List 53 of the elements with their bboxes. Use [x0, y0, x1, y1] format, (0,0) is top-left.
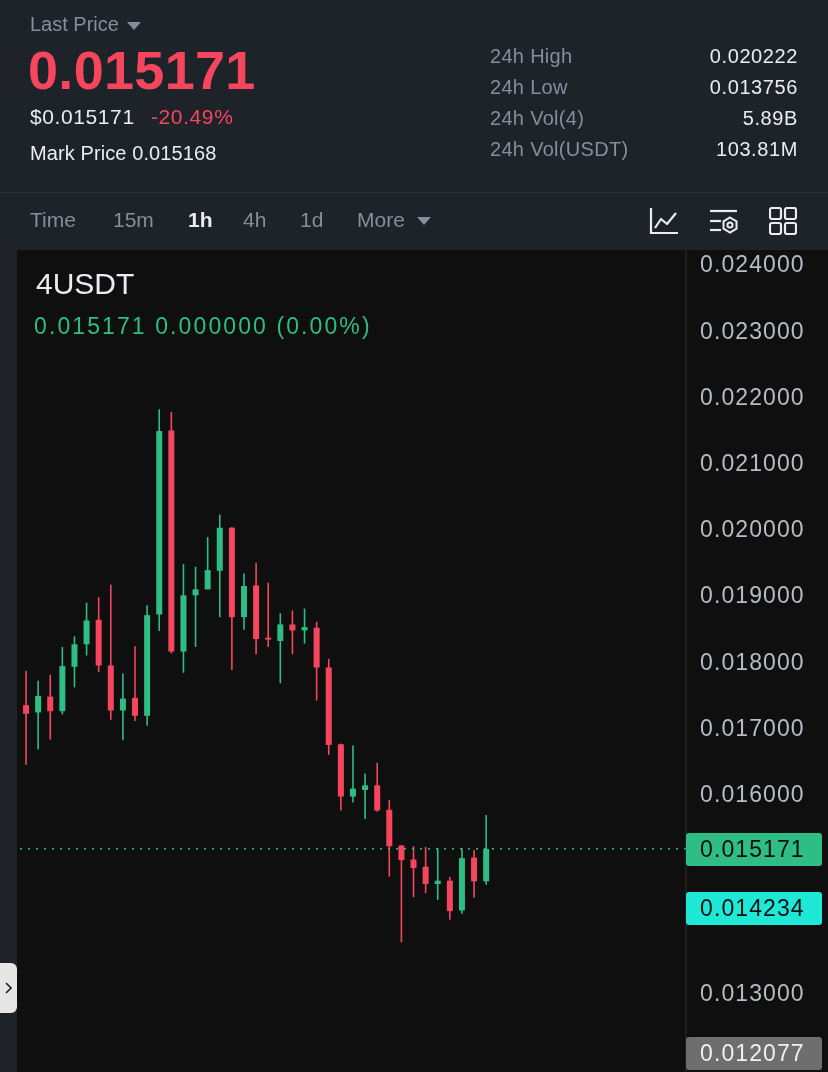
ref-line-label: 0.015171 [686, 832, 822, 866]
candlestick [204, 536, 211, 591]
candlestick [410, 845, 417, 899]
text: 24h Low [490, 76, 568, 99]
y-tick-label: 0.021000 [700, 450, 805, 477]
candlestick [192, 566, 199, 648]
text: Mark Price 0.015168 [30, 142, 217, 165]
candlestick [83, 601, 90, 657]
text: Time [30, 208, 76, 232]
candlestick [471, 849, 478, 899]
candlestick [301, 607, 308, 645]
y-tick-label: 0.018000 [700, 648, 805, 675]
text: 0.015171 [28, 39, 256, 101]
text: 0.012077 [686, 1037, 822, 1070]
y-tick-label: 0.023000 [700, 317, 805, 344]
candlestick [265, 581, 272, 648]
candlestick [289, 609, 296, 656]
candlestick [119, 672, 126, 742]
candlestick [349, 744, 356, 804]
text: 0.013756 [709, 76, 798, 99]
y-tick-label: 0.013000 [700, 979, 805, 1006]
text: More [357, 208, 405, 232]
text: $0.015171 [30, 105, 135, 129]
y-tick-label: 0.020000 [700, 516, 805, 543]
candlestick [362, 772, 369, 820]
text: 24h Vol(USDT) [490, 138, 629, 161]
candlestick [398, 844, 405, 944]
text: 103.81M [715, 138, 798, 161]
candlestick [47, 673, 54, 741]
y-tick-label: 0.019000 [700, 582, 805, 609]
text: -20.49% [151, 105, 234, 129]
candlestick [132, 645, 139, 722]
y-tick-label: 0.022000 [700, 383, 805, 410]
candlestick [35, 679, 42, 751]
text: Last Price [30, 13, 119, 36]
text: 4USDT [36, 267, 135, 301]
text: 24h High [490, 45, 573, 68]
text: 1d [300, 208, 324, 232]
text: 15m [113, 208, 154, 232]
text: 0.020222 [709, 45, 798, 68]
candlestick [277, 612, 284, 685]
candlestick [71, 635, 78, 689]
text: 0.015171 0.000000 (0.00%) [34, 313, 372, 340]
y-tick-label: 0.024000 [700, 251, 805, 278]
text: 24h Vol(4) [490, 107, 585, 130]
text: 4h [243, 208, 267, 232]
candlestick [23, 669, 30, 766]
y-tick-label: 0.016000 [700, 781, 805, 808]
text: 5.89B [742, 107, 798, 130]
candlestick [422, 846, 429, 895]
text: 0.014234 [686, 892, 822, 925]
y-tick-label: 0.017000 [700, 714, 805, 741]
text: 1h [188, 208, 213, 232]
